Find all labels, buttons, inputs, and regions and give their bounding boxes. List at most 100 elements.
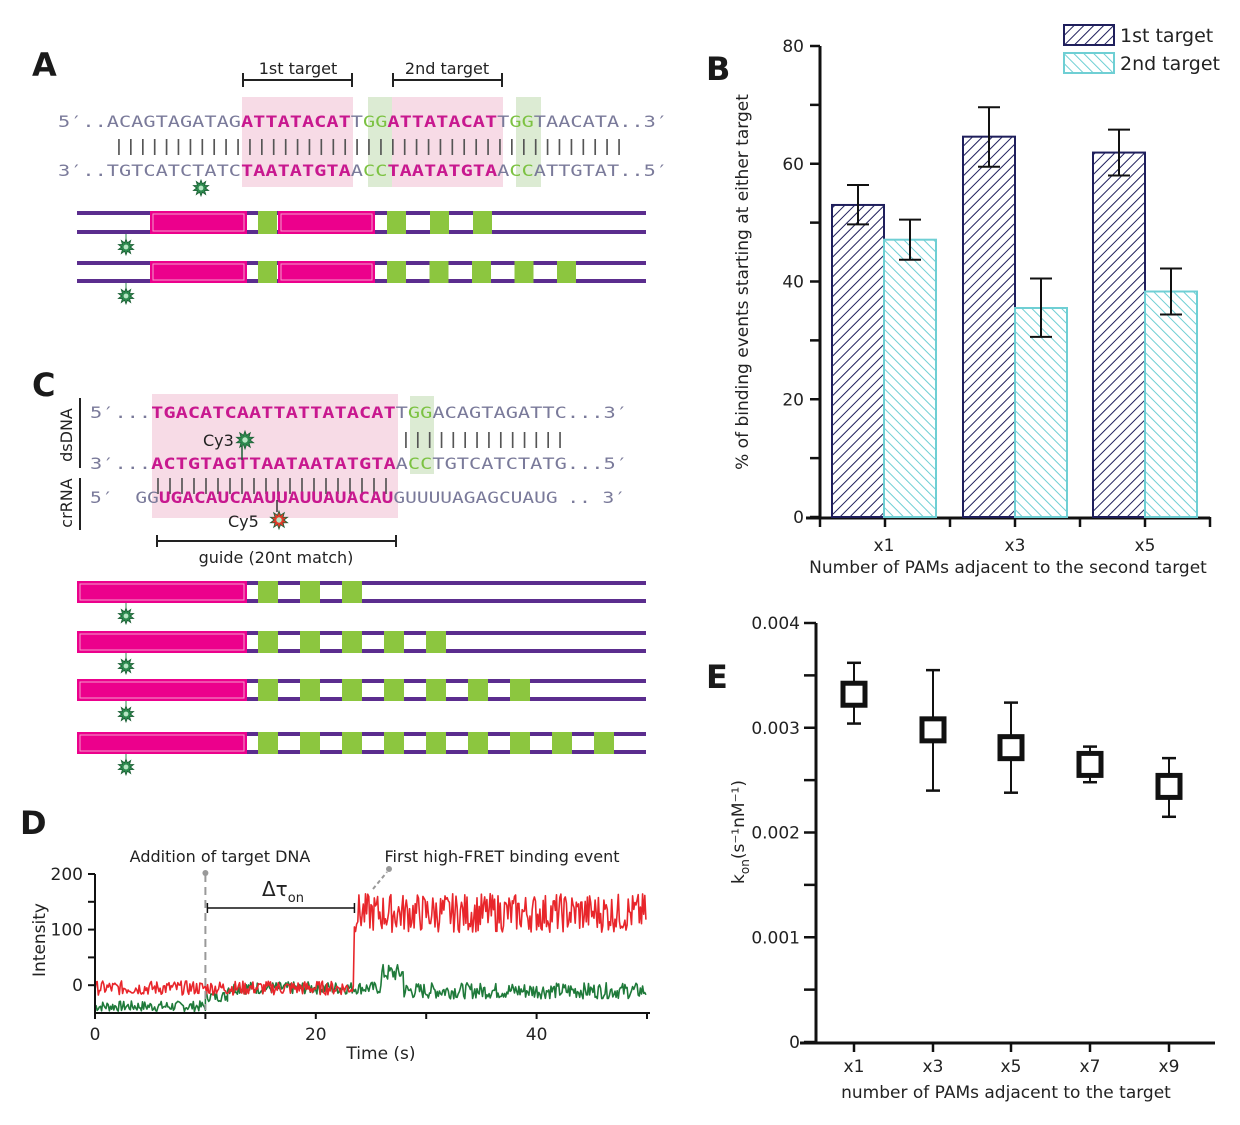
x-axis-title: Number of PAMs adjacent to the second ta… (809, 558, 1207, 578)
x-tick-label: x7 (1080, 1057, 1101, 1077)
data-point (919, 716, 947, 744)
cy3-label: Cy3 (203, 431, 234, 450)
pam-block (258, 581, 278, 603)
data-point (997, 734, 1025, 762)
pam-highlight (410, 396, 434, 474)
pam-block (300, 679, 320, 701)
target-block (150, 211, 247, 234)
donor-trace (94, 963, 647, 1013)
y-tick-label: 0 (72, 976, 83, 996)
x-tick-label: x5 (1001, 1057, 1022, 1077)
target2-bracket (392, 73, 503, 87)
y-axis-title: % of binding events starting at either t… (733, 94, 753, 470)
x-tick-label: x9 (1159, 1057, 1180, 1077)
y-tick-label: 0.001 (751, 928, 800, 948)
legend-label: 1st target (1120, 25, 1213, 47)
dsdna-bottom-strand: 3′... ACTGTAGTTAATAATATGTA A CC TGTCATCTATG.… (90, 454, 628, 473)
pam-block (342, 732, 362, 754)
panel-letter-c: C (32, 366, 55, 404)
data-point (840, 680, 868, 708)
cy3-star-icon (192, 178, 210, 198)
x-tick-label: 0 (90, 1025, 101, 1045)
panel-c: C dsDNA crRNA 5′... TGACATCAATTATTATACAT T… (32, 366, 646, 777)
target1-highlight (242, 97, 353, 187)
delta-tau-label: Δτon (262, 877, 304, 906)
guide-label: guide (20nt match) (199, 548, 354, 567)
pam2-highlight (516, 97, 541, 187)
y-axis-title: Intensity (30, 903, 50, 977)
error-bar (1030, 277, 1052, 338)
bar (962, 135, 1016, 518)
cy3-star-icon (117, 237, 135, 257)
cy3-star-icon (117, 704, 135, 724)
data-point (1155, 772, 1183, 800)
cy5-label: Cy5 (228, 512, 259, 531)
pam-block (258, 732, 278, 754)
y-tick-label: 0.004 (751, 614, 800, 634)
pam-block (472, 261, 491, 283)
y-tick-label: 0 (789, 1033, 800, 1053)
panel-a: A 1st target 2nd target 5′.. ACAGTAGATAG A… (32, 46, 668, 306)
binding-marker-dot (386, 866, 392, 872)
dsdna-pairing: |||||||||||||| (400, 429, 566, 448)
pam-block (468, 679, 488, 701)
pam-block (426, 732, 446, 754)
cy3-dye-icon (235, 429, 255, 460)
bar (1092, 151, 1146, 518)
bar (1144, 290, 1198, 519)
y-tick-label: 0.002 (751, 824, 800, 844)
panel-d: D Addition of target DNA First high-FRET… (20, 804, 650, 1064)
legend-item: 2nd target (1063, 52, 1220, 75)
pam-block (300, 732, 320, 754)
pam-block (387, 211, 406, 234)
panel-c-constructs (77, 581, 646, 777)
cy3-star-icon (117, 757, 135, 777)
x-tick-label: x1 (874, 536, 895, 556)
cy3-dye-icon (192, 178, 210, 198)
crrna-label: crRNA (57, 478, 76, 527)
rna-dna-pairing: |||||||||||||||||||| (152, 475, 392, 494)
acceptor-trace (94, 892, 647, 996)
x-axis-title: number of PAMs adjacent to the target (841, 1083, 1171, 1103)
dsdna-top-strand: 5′... TGACATCAATTATTATACAT T GG ACAGTAGATTC.… (90, 403, 628, 422)
y-tick-label: 20 (782, 390, 804, 410)
y-tick-label: 60 (782, 155, 804, 175)
error-bar (1108, 128, 1130, 177)
dna-construct (77, 679, 646, 724)
binding-marker (372, 871, 388, 890)
target-block (77, 732, 247, 754)
cy5-dye-icon (269, 500, 289, 531)
y-axis-title: kon(s⁻¹nM⁻¹) (729, 780, 752, 884)
target-block (278, 261, 375, 283)
dna-construct (77, 581, 646, 626)
panel-e: E 0 0.001 0.002 0.003 0.004 x1 x3 x5 x7 x9 number … (706, 614, 1215, 1103)
pam-block (342, 631, 362, 653)
error-bar (1160, 267, 1182, 316)
y-tick-label: 0.003 (751, 719, 800, 739)
cy5-star-icon (269, 509, 289, 531)
chart-d: 0 100 200 0 20 40 Time (s) Intensity Δτon (30, 865, 650, 1064)
pam-block (342, 581, 362, 603)
pam1-highlight (368, 97, 392, 187)
panel-letter-d: D (20, 804, 47, 842)
bar (831, 203, 885, 518)
pam-block (384, 732, 404, 754)
panel-a-constructs (77, 211, 646, 306)
target-block (77, 581, 247, 603)
dna-construct (77, 211, 646, 257)
pam-block (384, 631, 404, 653)
bottom-strand-sequence: 3′.. TGTCATCTATC TAATATGTA A CC TAATATGTA A CC A… (58, 161, 668, 180)
pam-block (429, 261, 449, 283)
target-block (77, 679, 247, 701)
target-block (77, 631, 247, 653)
y-tick-label: 40 (782, 273, 804, 293)
top-strand-sequence: 5′.. ACAGTAGATAG ATTATACAT T GG ATTATACAT T GG T… (58, 112, 668, 131)
pam-block (552, 732, 572, 754)
x-axis-title: Time (s) (345, 1044, 415, 1064)
target2-highlight (392, 97, 503, 187)
target-block (150, 261, 247, 283)
bar (883, 238, 937, 518)
cy3-star-icon (117, 606, 135, 626)
pam-block (387, 261, 406, 283)
